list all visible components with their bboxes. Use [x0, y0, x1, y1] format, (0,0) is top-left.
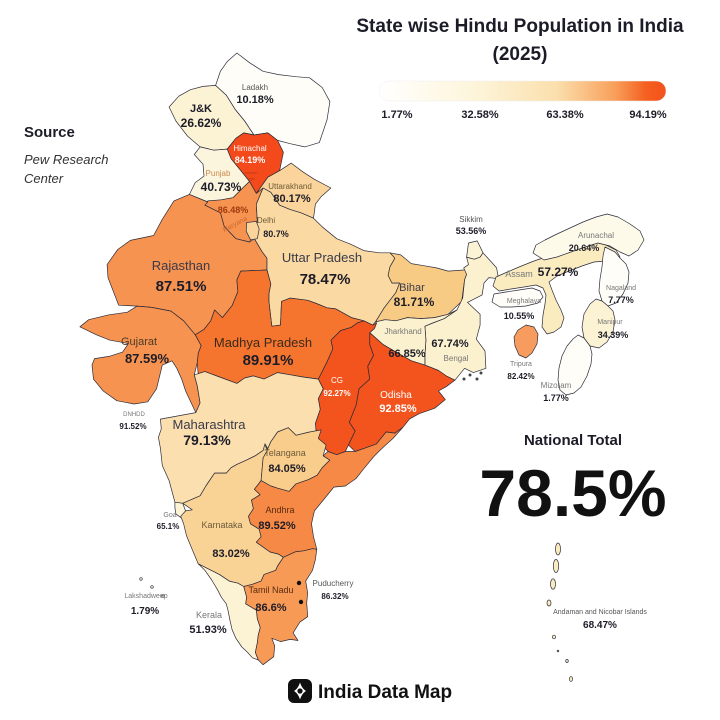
svg-text:National Total: National Total — [524, 432, 622, 449]
svg-text:(2025): (2025) — [493, 44, 548, 65]
svg-text:67.74%: 67.74% — [431, 338, 469, 350]
svg-text:Jharkhand: Jharkhand — [384, 327, 421, 336]
svg-text:10.18%: 10.18% — [236, 94, 274, 106]
svg-text:Telangana: Telangana — [264, 448, 306, 458]
svg-text:Pew Research: Pew Research — [24, 152, 109, 167]
svg-text:CG: CG — [331, 376, 343, 385]
svg-text:India Data Map: India Data Map — [318, 682, 452, 703]
svg-text:1.77%: 1.77% — [543, 393, 569, 403]
svg-text:83.02%: 83.02% — [212, 548, 250, 560]
svg-text:Andhra: Andhra — [265, 505, 294, 515]
svg-text:78.47%: 78.47% — [300, 271, 351, 288]
svg-text:80.7%: 80.7% — [263, 229, 289, 239]
svg-text:Maharashtra: Maharashtra — [173, 417, 247, 432]
svg-text:92.85%: 92.85% — [379, 403, 417, 415]
svg-text:Odisha: Odisha — [380, 390, 412, 401]
svg-text:79.13%: 79.13% — [183, 432, 231, 448]
svg-text:Uttar Pradesh: Uttar Pradesh — [282, 250, 362, 265]
svg-text:Sikkim: Sikkim — [459, 215, 483, 224]
svg-text:20.64%: 20.64% — [569, 243, 600, 253]
svg-text:Bihar: Bihar — [399, 282, 425, 294]
svg-text:Assam: Assam — [505, 269, 533, 279]
svg-text:78.5%: 78.5% — [479, 456, 666, 530]
svg-text:84.05%: 84.05% — [268, 463, 306, 475]
svg-text:DNHDD: DNHDD — [123, 412, 145, 418]
svg-text:Rajasthan: Rajasthan — [152, 258, 211, 273]
svg-text:Arunachal: Arunachal — [578, 231, 614, 240]
svg-text:Puducherry: Puducherry — [313, 579, 354, 588]
svg-text:40.73%: 40.73% — [201, 180, 242, 194]
svg-text:Tamil Nadu: Tamil Nadu — [248, 585, 293, 595]
svg-text:68.47%: 68.47% — [583, 620, 617, 631]
svg-text:Manipur: Manipur — [597, 319, 623, 326]
svg-text:51.93%: 51.93% — [189, 624, 227, 636]
svg-text:10.55%: 10.55% — [504, 311, 535, 321]
svg-text:Delhi: Delhi — [257, 216, 275, 225]
svg-text:89.52%: 89.52% — [258, 520, 296, 532]
svg-text:Karnataka: Karnataka — [201, 520, 242, 530]
svg-text:89.91%: 89.91% — [243, 352, 294, 369]
svg-text:34.39%: 34.39% — [598, 330, 629, 340]
svg-text:32.58%: 32.58% — [461, 109, 499, 121]
svg-text:86.6%: 86.6% — [255, 602, 286, 614]
svg-text:Mizoram: Mizoram — [541, 381, 572, 390]
svg-text:Kerala: Kerala — [196, 610, 222, 620]
svg-text:State wise Hindu Population in: State wise Hindu Population in India — [356, 16, 684, 37]
svg-text:92.27%: 92.27% — [323, 389, 350, 398]
svg-text:1.77%: 1.77% — [381, 109, 412, 121]
svg-text:Tripura: Tripura — [510, 361, 532, 368]
svg-text:80.17%: 80.17% — [273, 193, 311, 205]
svg-text:J&K: J&K — [190, 103, 212, 115]
svg-text:Punjab: Punjab — [206, 169, 231, 178]
svg-text:7.77%: 7.77% — [608, 295, 634, 305]
svg-text:Andaman and Nicobar Islands: Andaman and Nicobar Islands — [553, 609, 647, 616]
svg-text:Madhya Pradesh: Madhya Pradesh — [214, 335, 312, 350]
svg-text:87.51%: 87.51% — [156, 278, 207, 295]
svg-text:Uttarakhand: Uttarakhand — [268, 182, 312, 191]
svg-text:Himachal: Himachal — [233, 144, 267, 153]
svg-text:Nagaland: Nagaland — [606, 285, 636, 292]
svg-text:65.1%: 65.1% — [157, 522, 180, 531]
svg-text:26.62%: 26.62% — [181, 116, 222, 130]
svg-text:Center: Center — [24, 171, 64, 186]
svg-text:Ladakh: Ladakh — [242, 83, 268, 92]
svg-text:Goa: Goa — [163, 512, 176, 519]
svg-text:84.19%: 84.19% — [235, 155, 266, 165]
svg-text:1.79%: 1.79% — [131, 606, 159, 617]
svg-text:63.38%: 63.38% — [546, 109, 584, 121]
svg-text:86.48%: 86.48% — [218, 205, 249, 215]
svg-text:Meghalaya: Meghalaya — [507, 298, 541, 305]
svg-text:Lakshadweep: Lakshadweep — [124, 593, 167, 600]
svg-text:high: high — [247, 176, 255, 181]
svg-text:82.42%: 82.42% — [507, 372, 534, 381]
svg-text:median: median — [244, 170, 257, 175]
svg-text:81.71%: 81.71% — [394, 295, 435, 309]
svg-text:53.56%: 53.56% — [456, 226, 487, 236]
svg-text:94.19%: 94.19% — [629, 109, 667, 121]
svg-text:57.27%: 57.27% — [538, 265, 579, 279]
svg-text:91.52%: 91.52% — [119, 422, 146, 431]
svg-text:66.85%: 66.85% — [388, 348, 426, 360]
svg-text:Source: Source — [24, 124, 75, 141]
svg-text:86.32%: 86.32% — [321, 592, 348, 601]
svg-text:Gujarat: Gujarat — [121, 336, 157, 348]
svg-text:87.59%: 87.59% — [125, 351, 170, 366]
svg-text:Bengal: Bengal — [444, 354, 469, 363]
